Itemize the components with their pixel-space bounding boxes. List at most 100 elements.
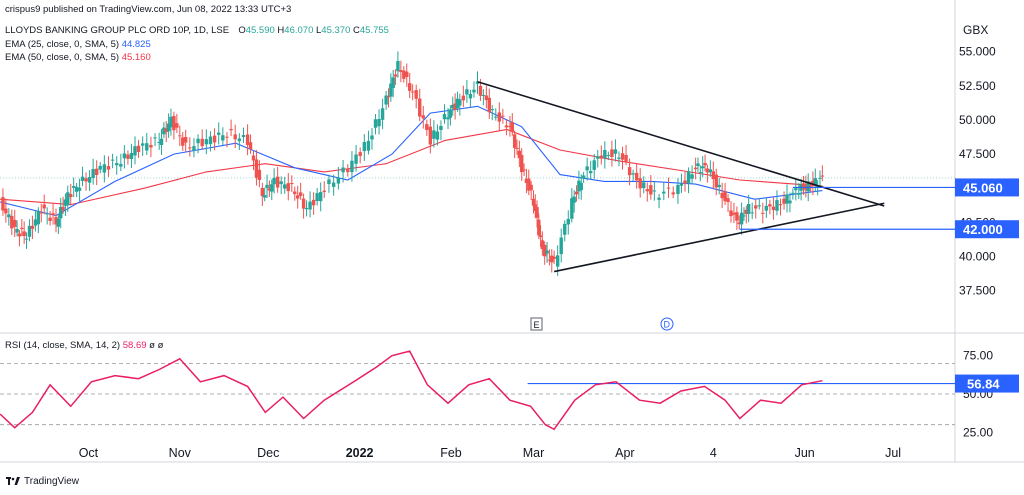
candle — [17, 230, 22, 247]
candle-body — [818, 177, 822, 179]
candle — [535, 200, 539, 228]
candle — [581, 172, 586, 184]
candle-body — [293, 191, 297, 195]
candle — [225, 132, 229, 148]
candle-body — [267, 188, 272, 191]
candle — [746, 194, 751, 223]
candle-body — [318, 192, 323, 202]
candle-body — [296, 195, 300, 199]
candle-body — [547, 259, 552, 261]
candle-body — [744, 209, 749, 215]
candle-body — [102, 164, 107, 173]
candle — [270, 179, 274, 200]
lower-trendline[interactable] — [553, 202, 885, 273]
upper-trendline[interactable] — [477, 80, 885, 207]
candle — [129, 143, 134, 168]
candle-body — [652, 190, 657, 192]
candle-body — [74, 186, 79, 192]
rsi-legend[interactable]: RSI (14, close, SMA, 14, 2) 58.69 ø ø — [5, 340, 163, 351]
candle-body — [4, 208, 8, 214]
candle-body — [425, 124, 429, 131]
ema50-value: 45.160 — [121, 52, 151, 63]
candle — [599, 145, 603, 165]
ohlc-high-label: H — [277, 25, 285, 36]
candle — [435, 124, 440, 146]
candle-body — [149, 144, 153, 148]
candle-body — [346, 169, 350, 173]
candle — [172, 111, 176, 140]
candle-body — [279, 181, 283, 184]
candle-body — [208, 136, 213, 145]
candle-body — [540, 240, 545, 250]
candle — [508, 115, 512, 137]
candle-body — [408, 83, 412, 91]
candle-body — [515, 147, 519, 149]
tradingview-brand[interactable]: TradingView — [6, 476, 79, 487]
candle-body — [91, 169, 95, 179]
candle — [267, 180, 272, 198]
candle-body — [61, 206, 65, 211]
candle-body — [260, 187, 265, 197]
ohlc-high: 46.070 — [284, 25, 314, 36]
ema25-legend[interactable]: EMA (25, close, 0, SMA, 5) 44.825 — [5, 39, 151, 50]
candle — [149, 136, 153, 158]
candle-body — [341, 167, 345, 173]
candle — [754, 199, 758, 219]
candle-body — [262, 195, 267, 198]
candle — [524, 168, 529, 194]
earnings-marker[interactable]: E — [530, 317, 543, 331]
candle-body — [750, 212, 754, 214]
candle — [164, 121, 168, 143]
candle-body — [570, 198, 574, 219]
candle — [794, 178, 798, 201]
candle — [504, 119, 509, 136]
candle — [446, 108, 450, 129]
ohlc-close: 45.755 — [359, 25, 389, 36]
candle-body — [327, 179, 331, 185]
candle-body — [304, 207, 309, 210]
candle-body — [24, 238, 29, 240]
candle — [275, 167, 280, 193]
candle-body — [638, 178, 642, 189]
candle-body — [290, 183, 294, 185]
ema50-legend[interactable]: EMA (50, close, 0, SMA, 5) 45.160 — [5, 52, 151, 63]
candle-body — [649, 185, 653, 195]
candle — [260, 182, 265, 206]
candle — [418, 88, 422, 122]
candle — [87, 170, 92, 192]
candle — [162, 121, 166, 139]
candle — [559, 228, 563, 263]
candle — [610, 140, 614, 167]
candle-body — [729, 210, 733, 217]
candle — [71, 177, 76, 198]
candle-body — [311, 199, 316, 206]
candle-body — [527, 178, 531, 191]
candle-body — [399, 70, 403, 73]
candle — [410, 84, 415, 101]
ema25-value: 44.825 — [121, 39, 151, 50]
dividend-marker[interactable]: D — [660, 317, 674, 331]
candle — [110, 153, 115, 169]
candle-body — [212, 135, 217, 143]
candle — [399, 60, 403, 83]
candle-body — [732, 212, 736, 215]
candle-body — [358, 152, 362, 157]
candle-body — [396, 61, 400, 72]
candle — [744, 205, 749, 224]
candle — [726, 194, 730, 213]
candle — [572, 190, 576, 213]
rsi-value: 58.69 — [122, 340, 147, 351]
candle-body — [458, 99, 462, 106]
candle-body — [48, 217, 52, 221]
candle-body — [592, 160, 596, 170]
candle — [732, 202, 736, 224]
candle — [257, 160, 262, 188]
candle-body — [94, 168, 99, 175]
rsi-label: RSI (14, close, SMA, 14, 2) — [5, 340, 121, 351]
ohlc-low: 45.370 — [321, 25, 351, 36]
candle-body — [39, 212, 43, 214]
candle-body — [110, 159, 115, 161]
candle-body — [166, 123, 171, 132]
candle — [543, 241, 547, 265]
